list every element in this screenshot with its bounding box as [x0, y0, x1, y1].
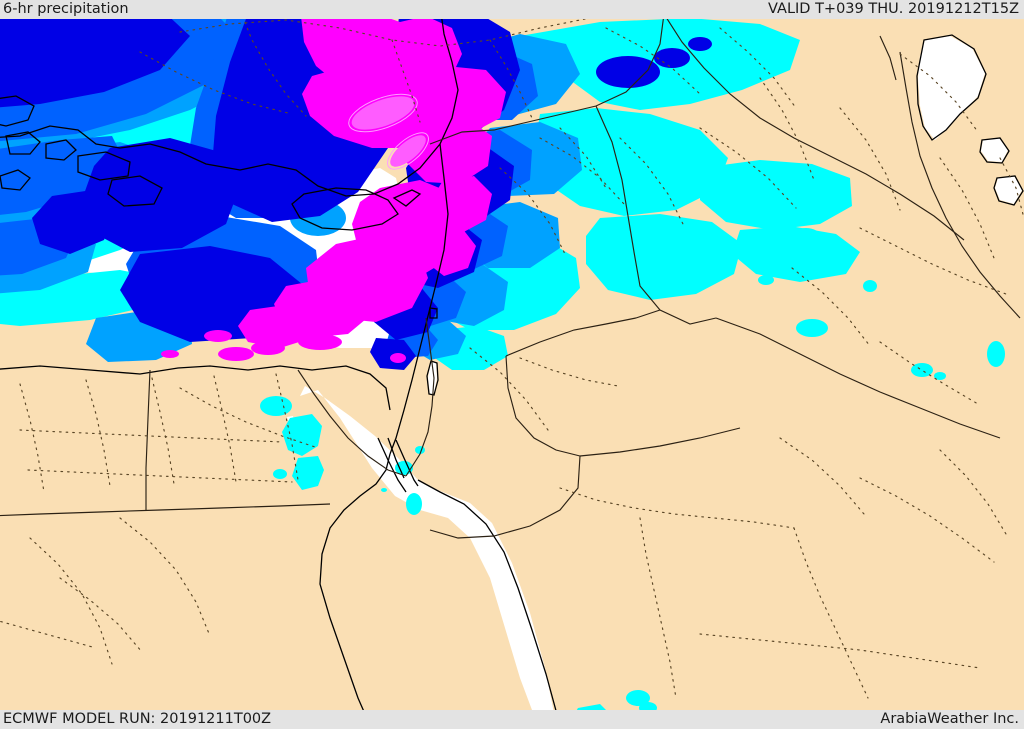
footer-bar: ECMWF MODEL RUN: 20191211T00Z ArabiaWeat… — [0, 710, 1024, 729]
precip-layer-light-violet — [351, 96, 426, 167]
national-borders — [0, 18, 1021, 539]
red-sea — [300, 386, 554, 711]
precip-contour-violet — [348, 93, 429, 170]
page-title: 6-hr precipitation — [3, 1, 129, 17]
map-svg — [0, 18, 1024, 711]
precipitation-map[interactable] — [0, 18, 1024, 711]
dead-sea — [428, 361, 437, 395]
coastlines — [0, 18, 1024, 711]
lake-tharthar — [981, 138, 1008, 162]
model-run-label: ECMWF MODEL RUN: 20191211T00Z — [3, 711, 272, 727]
header-bar: 6-hr precipitation VALID T+039 THU. 2019… — [0, 0, 1024, 19]
valid-time-label: VALID T+039 THU. 20191212T15Z — [768, 1, 1019, 17]
provider-credit: ArabiaWeather Inc. — [880, 711, 1019, 727]
lake-razzaza — [995, 176, 1022, 204]
mesopotamian-lake — [918, 36, 985, 140]
admin-borders — [0, 18, 1024, 699]
